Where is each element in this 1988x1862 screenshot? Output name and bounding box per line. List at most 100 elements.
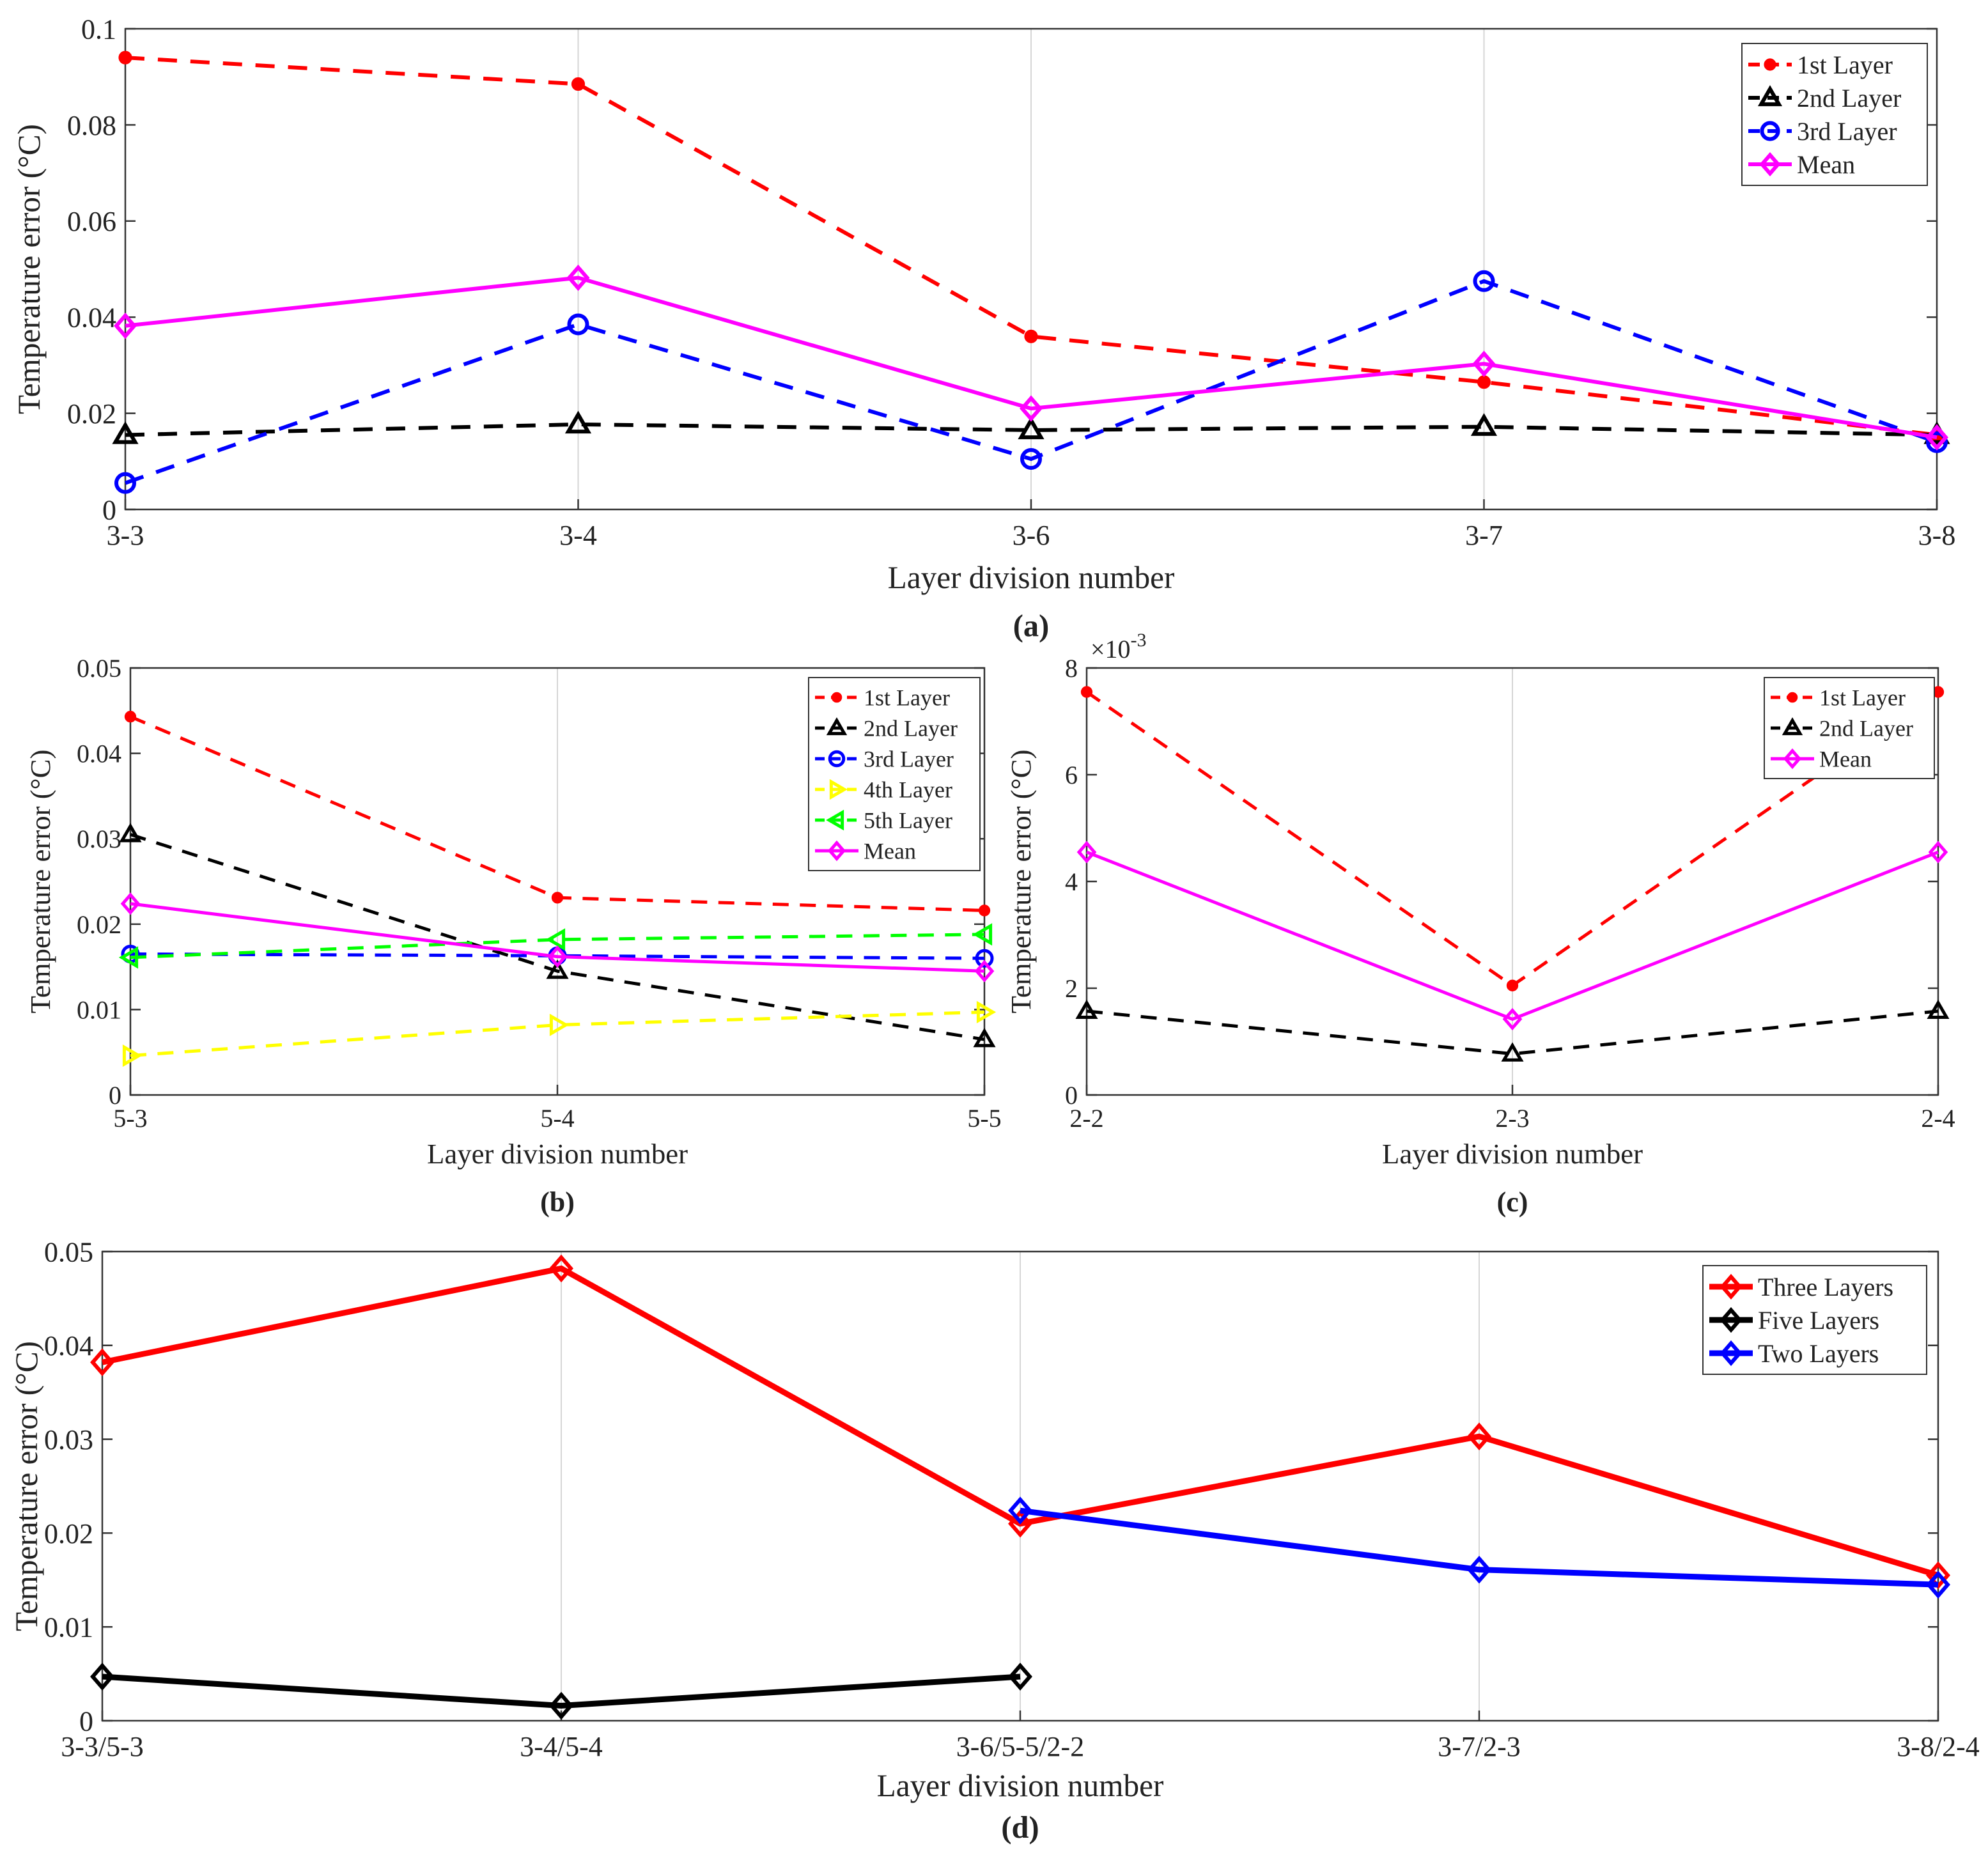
- data-point: [114, 313, 137, 339]
- y-exponent-power: -3: [1131, 630, 1147, 651]
- data-point: [122, 1044, 143, 1067]
- x-tick-label: 3-3/5-3: [61, 1731, 144, 1762]
- data-point: [114, 472, 136, 494]
- x-tick-label: 3-7/2-3: [1438, 1731, 1521, 1762]
- series-2nd-layer: [1075, 999, 1950, 1062]
- data-point: [1502, 1007, 1523, 1031]
- legend-label: 1st Layer: [1797, 50, 1893, 79]
- legend-label: 2nd Layer: [1819, 716, 1913, 741]
- x-tick-label: 3-6: [1013, 520, 1050, 551]
- y-tick-label: 6: [1065, 761, 1078, 789]
- y-exponent-base: ×10: [1091, 635, 1131, 663]
- panel-label: (b): [540, 1186, 575, 1218]
- x-axis-label: Layer division number: [877, 1768, 1164, 1803]
- x-tick-label: 5-4: [540, 1104, 574, 1133]
- series-mean: [120, 892, 995, 982]
- legend-label: 1st Layer: [864, 685, 950, 711]
- legend-label: 3rd Layer: [864, 747, 954, 772]
- legend-label: 1st Layer: [1819, 685, 1906, 711]
- data-point: [567, 313, 589, 336]
- data-point: [549, 1013, 570, 1036]
- data-point: [1925, 424, 1948, 451]
- y-tick-label: 0.01: [44, 1612, 93, 1643]
- y-axis-label: Temperature error (°C): [1005, 750, 1037, 1014]
- y-tick-label: 0.08: [67, 110, 116, 141]
- legend-label: Mean: [864, 839, 916, 864]
- y-tick-label: 0: [109, 1081, 121, 1110]
- y-tick-label: 0.01: [77, 995, 121, 1024]
- series-5th-layer: [118, 923, 993, 969]
- data-point: [118, 946, 139, 969]
- data-point: [120, 892, 141, 915]
- x-tick-label: 3-8/2-4: [1897, 1731, 1980, 1762]
- legend-label: Five Layers: [1758, 1306, 1879, 1335]
- x-tick-label: 5-5: [967, 1104, 1001, 1133]
- legend-label: Mean: [1797, 150, 1855, 179]
- data-point: [1467, 1422, 1491, 1451]
- legend-label: 4th Layer: [864, 777, 952, 803]
- series-mean: [114, 264, 1948, 451]
- legend-marker: [1757, 85, 1783, 107]
- series-line: [130, 1010, 985, 1058]
- series-line: [1020, 1507, 1939, 1588]
- y-tick-label: 0.04: [77, 740, 121, 768]
- data-point: [546, 959, 569, 979]
- legend: 1st Layer 2nd Layer 3rd Layer 4th Layer 5th …: [808, 677, 981, 871]
- legend-marker: [829, 779, 848, 800]
- data-point: [1008, 1509, 1032, 1538]
- data-point: [551, 892, 564, 904]
- y-tick-label: 0: [102, 494, 116, 525]
- legend-marker: [1787, 692, 1798, 703]
- x-axis-label: Layer division number: [1382, 1138, 1643, 1170]
- y-tick-label: 0: [1065, 1081, 1078, 1110]
- data-point: [90, 1348, 114, 1377]
- series-line: [1086, 850, 1939, 1021]
- y-tick-label: 0.1: [81, 13, 116, 45]
- legend-label: Mean: [1819, 747, 1872, 772]
- legend-marker: [827, 840, 846, 862]
- data-point: [1926, 431, 1948, 453]
- data-point: [1473, 270, 1495, 292]
- y-tick-label: 4: [1065, 867, 1078, 896]
- y-tick-label: 0.04: [44, 1330, 93, 1362]
- data-point: [1018, 416, 1044, 440]
- series-line: [102, 1673, 1021, 1709]
- series-3rd-layer: [114, 270, 1948, 494]
- chart-panel-d: 0 0.01 0.02 0.03 0.04 0.05 3-3/5-3 3-4/5-4 3-6/5…: [9, 1236, 1980, 1845]
- data-point: [978, 904, 991, 917]
- data-point: [974, 959, 995, 982]
- series-line: [1086, 1009, 1939, 1056]
- legend-label: 3rd Layer: [1797, 117, 1897, 146]
- data-point: [1927, 999, 1950, 1020]
- panel-label: (d): [1001, 1811, 1039, 1845]
- data-point: [547, 945, 568, 968]
- data-point: [1926, 1571, 1950, 1599]
- legend-marker: [1720, 1340, 1743, 1367]
- legend-label: Two Layers: [1758, 1339, 1879, 1368]
- legend-label: 2nd Layer: [864, 716, 958, 741]
- x-axis-label: Layer division number: [888, 560, 1175, 595]
- x-tick-label: 3-7: [1465, 520, 1503, 551]
- data-point: [1008, 1496, 1032, 1525]
- y-tick-label: 0.03: [44, 1424, 93, 1455]
- data-point: [1008, 1663, 1032, 1691]
- data-point: [1080, 686, 1093, 698]
- y-exponent-label: ×10-3: [1091, 630, 1147, 663]
- y-tick-label: 0.06: [67, 206, 116, 237]
- data-point: [1024, 329, 1038, 343]
- data-point: [118, 50, 132, 65]
- data-point: [1501, 1042, 1524, 1062]
- x-tick-label: 2-2: [1069, 1104, 1103, 1133]
- data-point: [975, 949, 994, 968]
- legend-marker: [1783, 748, 1802, 770]
- y-tick-label: 2: [1065, 974, 1078, 1003]
- series-line: [130, 952, 985, 960]
- x-tick-label: 5-3: [113, 1104, 147, 1133]
- x-tick-label: 3-4/5-4: [520, 1731, 603, 1762]
- y-axis-label: Temperature error (°C): [12, 124, 47, 414]
- legend-marker: [1759, 151, 1781, 177]
- legend-label: 2nd Layer: [1797, 84, 1901, 112]
- series-line: [125, 56, 1938, 437]
- x-tick-label: 3-6/5-5/2-2: [956, 1731, 1084, 1762]
